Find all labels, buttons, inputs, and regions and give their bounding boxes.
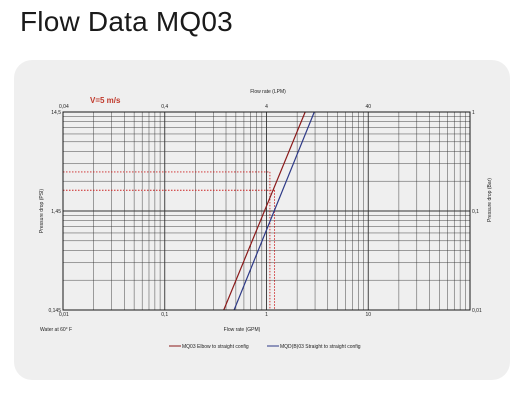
legend: MQ03 Elbow to straight config MQD(B)03 S…	[169, 344, 361, 350]
right-tick-label: 1	[472, 110, 475, 116]
bottom-tick-label: 1	[265, 312, 268, 318]
velocity-annotation: V=5 m/s	[90, 96, 121, 105]
bottom-tick-label: 0,1	[161, 312, 168, 318]
chart-guides	[63, 171, 276, 310]
left-axis-label: Pressure drop (PSI)	[39, 189, 45, 234]
left-tick-label: 0,145	[48, 308, 61, 314]
chart-grid	[63, 112, 470, 310]
footnote: Water at 60° F	[40, 327, 72, 333]
plot-frame	[62, 111, 471, 311]
top-axis-label: Flow rate (LPM)	[250, 89, 286, 95]
chart-ticks: 0,01 0,1 1 10 0,04 0,4 4 40 0,145 1,45 14,5 0,01 0,1…	[48, 104, 481, 318]
right-axis-label: Pressure drop (Bar)	[487, 178, 493, 222]
series-line-2	[233, 111, 315, 311]
legend-label-2: MQD(B)03 Straight to straight config	[280, 344, 361, 350]
bottom-tick-label: 0,01	[59, 312, 69, 318]
bottom-axis-label: Flow rate (GPM)	[224, 327, 261, 333]
top-tick-label: 4	[265, 104, 268, 110]
right-tick-label: 0,1	[472, 209, 479, 215]
top-tick-label: 0,04	[59, 104, 69, 110]
page-title: Flow Data MQ03	[20, 6, 233, 37]
bottom-tick-label: 10	[365, 312, 371, 318]
right-tick-label: 0,01	[472, 308, 482, 314]
legend-label-1: MQ03 Elbow to straight config	[182, 344, 249, 350]
left-tick-label: 1,45	[51, 209, 61, 215]
chart-series	[223, 111, 315, 311]
left-tick-label: 14,5	[51, 110, 61, 116]
series-line-1	[223, 111, 306, 311]
top-tick-label: 0,4	[161, 104, 168, 110]
top-tick-label: 40	[365, 104, 371, 110]
